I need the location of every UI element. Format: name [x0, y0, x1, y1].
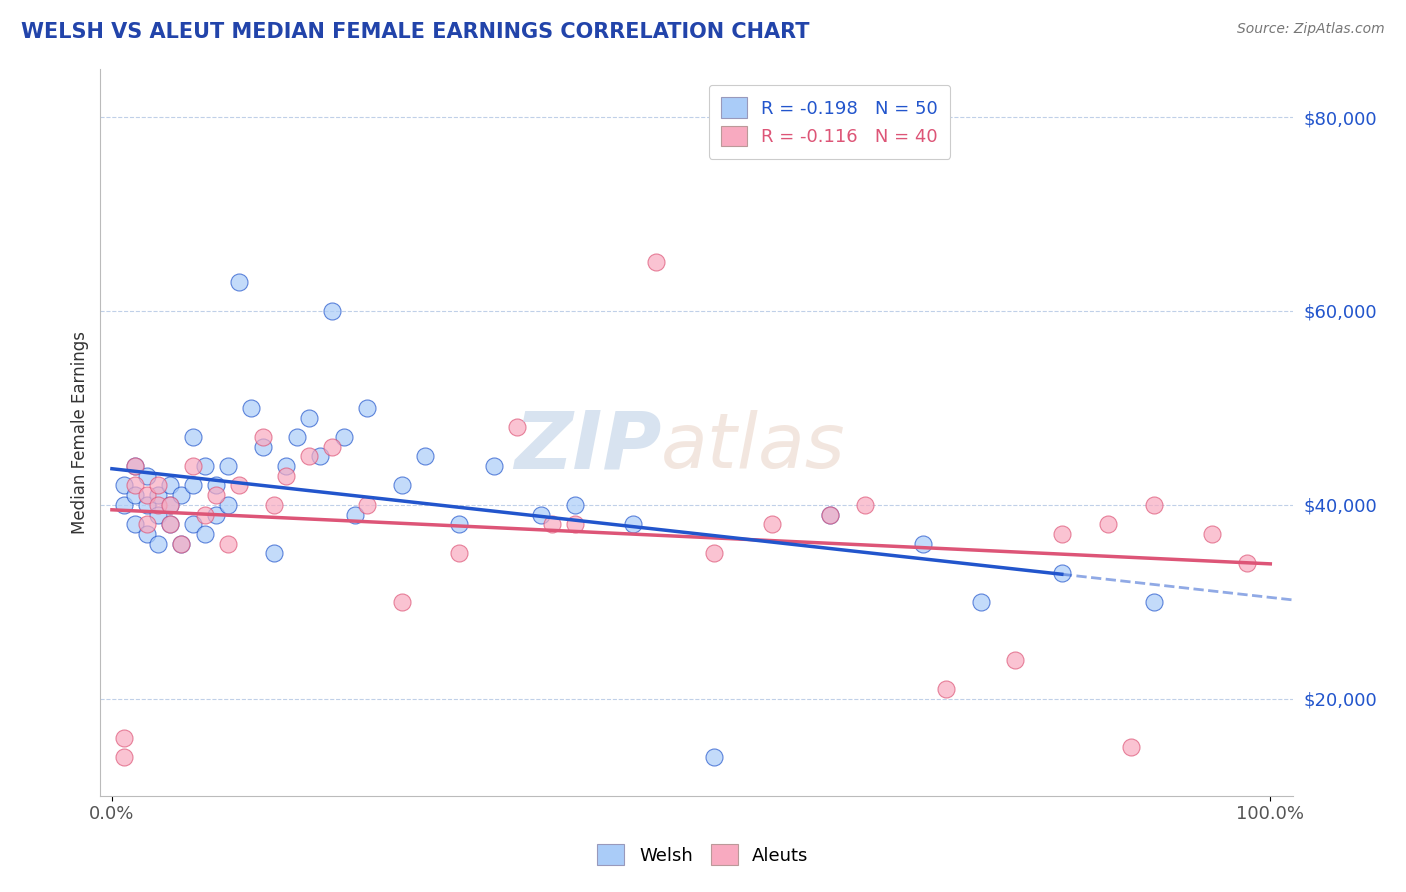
Point	[148, 536, 170, 550]
Point	[135, 468, 157, 483]
Point	[332, 430, 354, 444]
Point	[1201, 527, 1223, 541]
Point	[1236, 556, 1258, 570]
Point	[529, 508, 551, 522]
Point	[321, 440, 343, 454]
Point	[148, 498, 170, 512]
Point	[911, 536, 934, 550]
Point	[112, 498, 135, 512]
Point	[135, 498, 157, 512]
Point	[391, 595, 413, 609]
Point	[239, 401, 262, 415]
Point	[356, 498, 378, 512]
Legend: Welsh, Aleuts: Welsh, Aleuts	[588, 835, 818, 874]
Point	[285, 430, 308, 444]
Point	[344, 508, 367, 522]
Text: ZIP: ZIP	[513, 408, 661, 485]
Point	[449, 546, 471, 560]
Point	[159, 517, 181, 532]
Text: Source: ZipAtlas.com: Source: ZipAtlas.com	[1237, 22, 1385, 37]
Point	[1143, 595, 1166, 609]
Text: atlas: atlas	[661, 409, 845, 483]
Point	[818, 508, 841, 522]
Point	[298, 410, 321, 425]
Point	[1050, 527, 1073, 541]
Point	[228, 478, 250, 492]
Point	[564, 498, 586, 512]
Point	[413, 450, 436, 464]
Point	[1050, 566, 1073, 580]
Point	[159, 478, 181, 492]
Point	[252, 430, 274, 444]
Point	[148, 488, 170, 502]
Point	[205, 508, 228, 522]
Point	[181, 459, 204, 474]
Legend: R = -0.198   N = 50, R = -0.116   N = 40: R = -0.198 N = 50, R = -0.116 N = 40	[709, 85, 950, 159]
Point	[181, 478, 204, 492]
Point	[194, 459, 217, 474]
Point	[1097, 517, 1119, 532]
Point	[645, 255, 668, 269]
Point	[1121, 740, 1143, 755]
Point	[124, 478, 146, 492]
Point	[621, 517, 644, 532]
Point	[159, 517, 181, 532]
Point	[112, 731, 135, 745]
Point	[148, 478, 170, 492]
Point	[356, 401, 378, 415]
Point	[818, 508, 841, 522]
Point	[170, 536, 193, 550]
Point	[124, 488, 146, 502]
Point	[112, 750, 135, 764]
Point	[391, 478, 413, 492]
Point	[263, 546, 285, 560]
Point	[135, 488, 157, 502]
Point	[309, 450, 332, 464]
Point	[124, 517, 146, 532]
Point	[205, 478, 228, 492]
Point	[252, 440, 274, 454]
Point	[170, 488, 193, 502]
Point	[112, 478, 135, 492]
Point	[124, 459, 146, 474]
Point	[135, 527, 157, 541]
Point	[124, 459, 146, 474]
Point	[274, 459, 297, 474]
Point	[217, 536, 239, 550]
Point	[761, 517, 783, 532]
Point	[228, 275, 250, 289]
Point	[135, 517, 157, 532]
Point	[148, 508, 170, 522]
Point	[970, 595, 993, 609]
Point	[263, 498, 285, 512]
Point	[541, 517, 564, 532]
Point	[935, 682, 957, 697]
Point	[205, 488, 228, 502]
Point	[506, 420, 529, 434]
Point	[703, 750, 725, 764]
Point	[181, 517, 204, 532]
Point	[298, 450, 321, 464]
Point	[1143, 498, 1166, 512]
Point	[194, 508, 217, 522]
Text: WELSH VS ALEUT MEDIAN FEMALE EARNINGS CORRELATION CHART: WELSH VS ALEUT MEDIAN FEMALE EARNINGS CO…	[21, 22, 810, 42]
Point	[564, 517, 586, 532]
Point	[159, 498, 181, 512]
Y-axis label: Median Female Earnings: Median Female Earnings	[72, 331, 89, 533]
Point	[482, 459, 505, 474]
Point	[1004, 653, 1026, 667]
Point	[703, 546, 725, 560]
Point	[217, 498, 239, 512]
Point	[853, 498, 876, 512]
Point	[274, 468, 297, 483]
Point	[449, 517, 471, 532]
Point	[194, 527, 217, 541]
Point	[170, 536, 193, 550]
Point	[217, 459, 239, 474]
Point	[181, 430, 204, 444]
Point	[159, 498, 181, 512]
Point	[321, 304, 343, 318]
